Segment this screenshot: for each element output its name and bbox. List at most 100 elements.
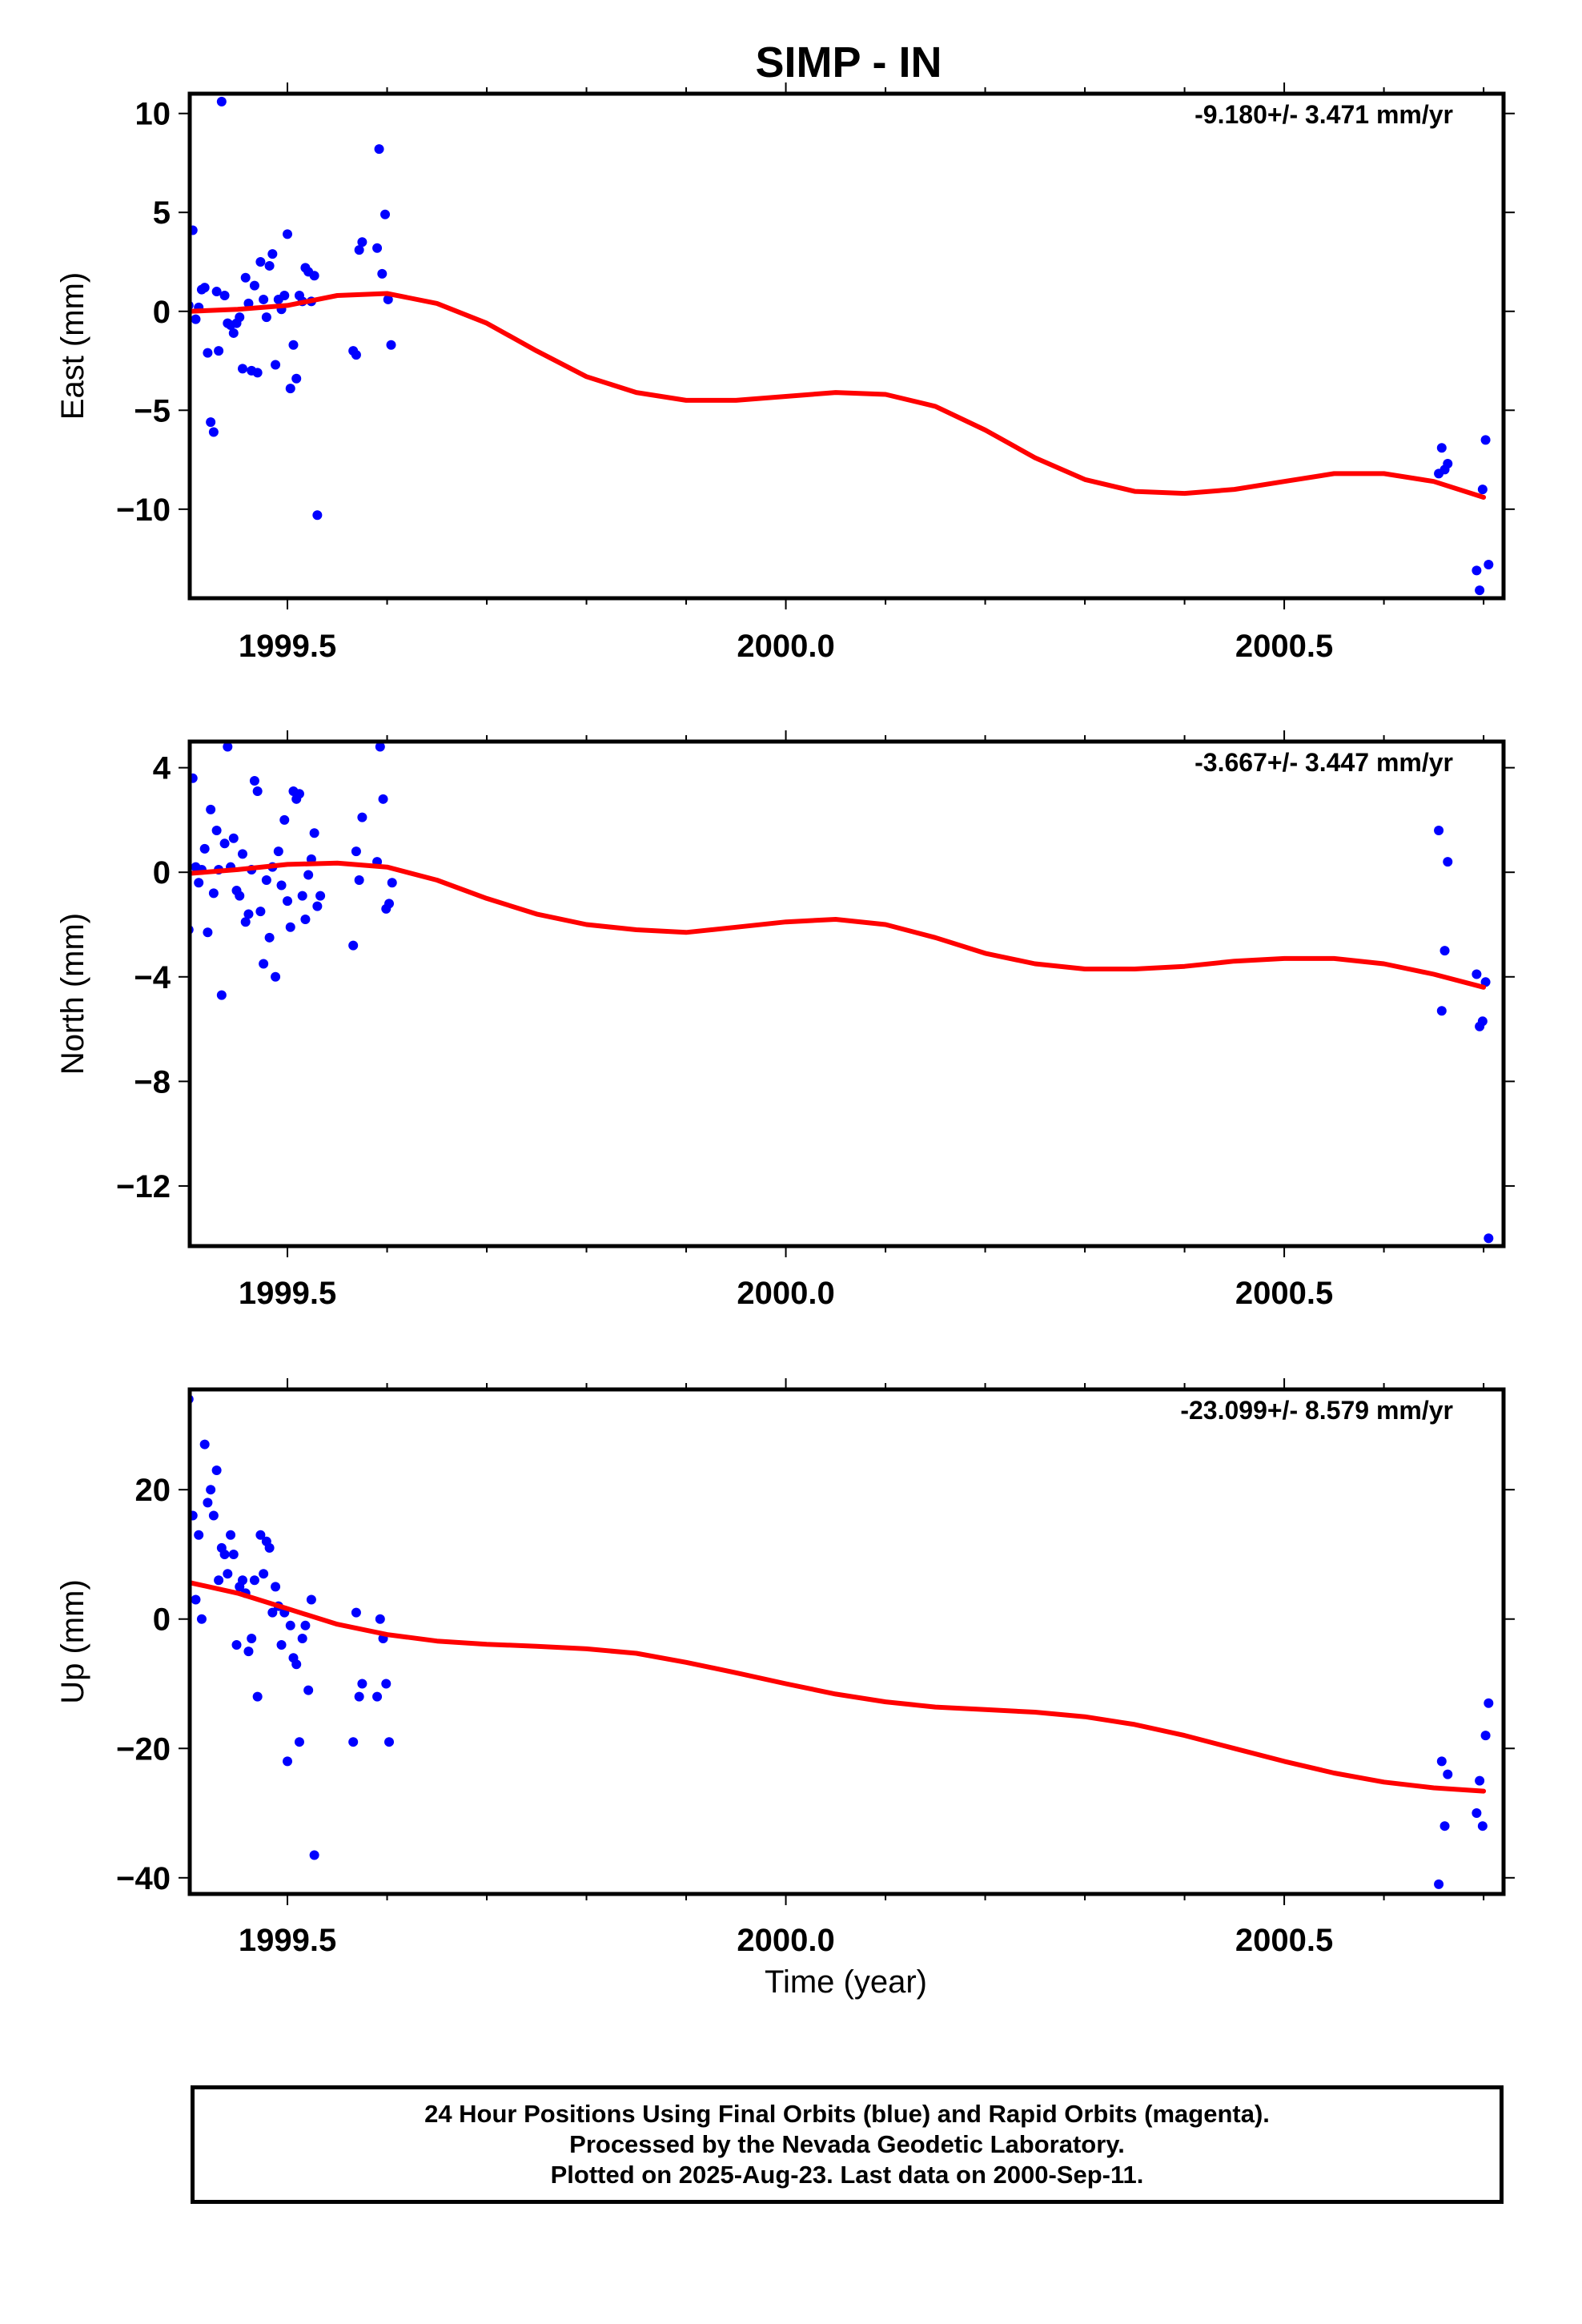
x-tick-label: 2000.0 <box>737 629 834 664</box>
data-point <box>300 1620 311 1630</box>
panel-data <box>190 742 1494 1244</box>
x-axis-title: Time (year) <box>765 1964 927 2000</box>
data-point <box>1436 443 1447 453</box>
data-point <box>306 1594 316 1605</box>
data-point <box>285 922 295 932</box>
data-point <box>1480 435 1491 445</box>
rate-label: -3.667+/- 3.447 mm/yr <box>1195 748 1453 777</box>
data-point <box>214 346 224 356</box>
data-point <box>237 1575 247 1586</box>
data-point <box>354 1691 364 1702</box>
data-point <box>309 271 319 281</box>
data-point <box>208 1510 219 1521</box>
x-tick-label: 1999.5 <box>239 1276 336 1311</box>
data-point <box>264 260 275 271</box>
data-point <box>261 312 271 323</box>
y-tick-label: 0 <box>153 855 171 891</box>
data-point <box>1472 1808 1482 1819</box>
data-point <box>259 1569 269 1579</box>
data-point <box>203 1498 213 1508</box>
footer-line-1: 24 Hour Positions Using Final Orbits (bl… <box>424 2100 1270 2128</box>
x-tick-label: 2000.0 <box>737 1276 834 1311</box>
data-point <box>380 209 391 219</box>
data-point <box>1477 1821 1488 1831</box>
data-point <box>1484 1698 1494 1708</box>
data-point <box>1480 1731 1491 1741</box>
data-point <box>357 237 367 247</box>
data-point <box>208 888 219 899</box>
data-point <box>203 348 213 358</box>
data-point <box>354 875 364 886</box>
data-point <box>357 812 367 822</box>
data-point <box>231 1640 242 1651</box>
data-point <box>279 814 290 825</box>
y-tick-label: −4 <box>134 960 171 995</box>
fit-curve <box>190 1580 1487 1794</box>
data-point <box>294 1737 304 1747</box>
data-point <box>271 360 281 370</box>
data-point <box>216 990 227 1000</box>
data-point <box>267 249 278 259</box>
data-point <box>294 789 304 799</box>
x-tick-label: 1999.5 <box>239 629 336 664</box>
data-point <box>228 328 239 338</box>
y-tick-label: −20 <box>116 1731 171 1767</box>
footer-line-3: Plotted on 2025-Aug-23. Last data on 200… <box>550 2161 1144 2189</box>
data-point <box>252 368 263 378</box>
x-tick-label: 2000.5 <box>1235 629 1333 664</box>
data-point <box>1475 1775 1485 1786</box>
data-point <box>372 1691 383 1702</box>
data-point <box>214 1575 224 1586</box>
data-point <box>252 786 263 797</box>
data-point <box>309 828 319 838</box>
data-point <box>354 245 364 255</box>
data-point <box>1472 565 1482 576</box>
y-tick-label: 20 <box>135 1473 171 1508</box>
data-point <box>377 268 387 279</box>
data-point <box>291 373 302 384</box>
data-point <box>303 1685 314 1695</box>
data-point <box>237 849 247 859</box>
data-point <box>387 878 397 888</box>
data-point <box>374 144 384 155</box>
data-point <box>315 891 326 901</box>
data-point <box>271 1582 281 1592</box>
data-point <box>240 272 251 283</box>
data-point <box>267 1607 278 1618</box>
footer-box: 24 Hour Positions Using Final Orbits (bl… <box>191 2085 1504 2204</box>
data-point <box>249 1575 259 1586</box>
y-tick-label: 0 <box>153 1602 171 1638</box>
footer-line-2: Processed by the Nevada Geodetic Laborat… <box>569 2130 1125 2158</box>
y-tick-label: −10 <box>116 493 171 528</box>
data-point <box>249 280 259 291</box>
panel-data <box>190 96 1494 596</box>
data-point <box>291 1659 302 1670</box>
data-point <box>264 1542 275 1553</box>
y-axis-title: North (mm) <box>55 913 90 1075</box>
data-point <box>276 880 287 891</box>
data-point <box>1436 1756 1447 1767</box>
y-tick-label: 10 <box>135 97 171 132</box>
data-point <box>259 959 269 969</box>
data-point <box>261 875 271 886</box>
data-point <box>255 257 266 267</box>
data-point <box>226 1530 236 1540</box>
fit-curve <box>190 860 1487 990</box>
data-point <box>1443 857 1453 867</box>
data-point <box>219 1549 230 1559</box>
y-tick-label: 0 <box>153 295 171 330</box>
data-point <box>191 1594 201 1605</box>
data-point <box>297 1633 307 1643</box>
data-point <box>273 846 283 857</box>
data-point <box>247 1633 257 1643</box>
data-point <box>219 291 230 300</box>
data-point <box>279 291 290 300</box>
data-point <box>1443 459 1453 468</box>
data-point <box>312 901 323 911</box>
data-point <box>255 1530 266 1540</box>
panel-1: 1999.5 2000.0 2000.5 10 5 0 −5 −10 East (mm) -9.1… <box>55 82 1515 664</box>
y-tick-label: −5 <box>134 393 171 428</box>
data-point <box>297 891 307 901</box>
data-point <box>199 1439 210 1449</box>
